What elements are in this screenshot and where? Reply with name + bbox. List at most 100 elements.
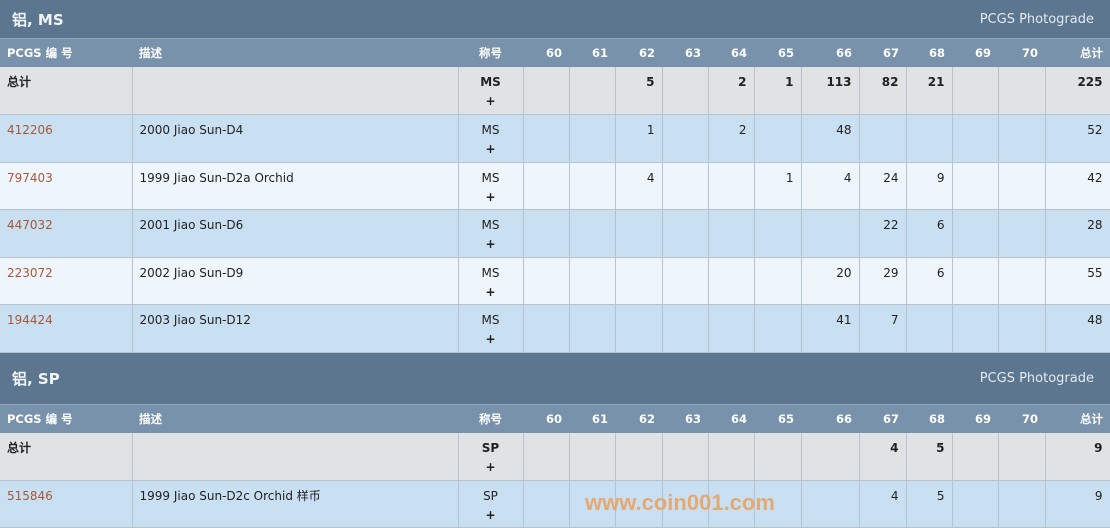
description-cell: 2000 Jiao Sun-D4 [132, 114, 459, 163]
photograde-link[interactable]: PCGS Photograde [979, 11, 1094, 27]
column-header[interactable]: 称号 [458, 404, 523, 433]
pcgs-number-link[interactable]: 194424 [7, 313, 53, 327]
grade-count-cell: 21 [906, 67, 953, 115]
grade-count-cell [952, 209, 999, 258]
column-header[interactable]: 60 [523, 404, 569, 433]
column-header[interactable]: 65 [754, 404, 801, 433]
column-header[interactable]: 64 [708, 404, 754, 433]
column-header[interactable]: 63 [662, 404, 708, 433]
description-cell: 2003 Jiao Sun-D12 [132, 304, 459, 353]
total-row: 总计 MS +5 2 1 113 82 21 225 [0, 67, 1110, 115]
pcgs-number-link[interactable]: 447032 [7, 218, 53, 232]
designation-cell: MS + [458, 209, 524, 258]
column-header[interactable]: 68 [906, 404, 952, 433]
column-header[interactable]: 70 [998, 404, 1045, 433]
column-header[interactable]: 62 [615, 39, 662, 67]
total-count-cell: 225 [1045, 67, 1110, 115]
column-header[interactable]: 66 [801, 39, 859, 67]
designation-cell: MS + [458, 162, 524, 210]
grade-count-cell: 4 [859, 432, 907, 481]
column-header[interactable]: 67 [859, 39, 906, 67]
grade-count-cell [754, 432, 802, 481]
column-header[interactable]: 描述 [132, 39, 458, 67]
grade-count-cell [569, 209, 616, 258]
grade-count-cell [952, 162, 999, 210]
grade-count-cell [662, 162, 709, 210]
grade-count-cell: 2 [708, 114, 755, 163]
pcgs-number-link[interactable]: 797403 [7, 170, 53, 185]
description-cell [132, 432, 459, 481]
grade-count-cell [708, 432, 755, 481]
plus-icon[interactable]: + [485, 189, 496, 204]
grade-count-cell [662, 432, 709, 481]
column-header[interactable]: 61 [569, 39, 615, 67]
pcgs-number-cell: 194424 [0, 304, 133, 353]
grade-count-cell [615, 209, 663, 258]
grade-count-cell [662, 257, 709, 305]
grade-count-cell [998, 432, 1046, 481]
column-header[interactable]: 65 [754, 39, 801, 67]
column-header[interactable]: 61 [569, 404, 615, 433]
column-header[interactable]: 66 [801, 404, 859, 433]
column-header[interactable]: 67 [859, 404, 906, 433]
pcgs-number-link[interactable]: 223072 [7, 265, 53, 280]
column-header[interactable]: 总计 [1045, 404, 1110, 433]
column-header[interactable]: 70 [998, 39, 1045, 67]
grade-count-cell [754, 304, 802, 353]
column-header[interactable]: 64 [708, 39, 754, 67]
grade-count-cell [569, 304, 616, 353]
column-header[interactable]: 总计 [1045, 39, 1110, 67]
column-header[interactable]: 称号 [458, 39, 523, 67]
grade-count-cell [952, 480, 999, 528]
designation: MS [481, 313, 500, 327]
grade-count-cell: 6 [906, 257, 953, 305]
column-header[interactable]: 描述 [132, 404, 458, 433]
grade-count-cell: 5 [615, 67, 663, 115]
grade-count-cell [754, 209, 802, 258]
grade-count-cell: 4 [801, 162, 860, 210]
grade-count-cell [523, 114, 570, 163]
column-header[interactable]: 68 [906, 39, 952, 67]
column-header[interactable]: 69 [952, 404, 998, 433]
description-cell: 1999 Jiao Sun-D2a Orchid [132, 162, 459, 210]
designation-cell: MS + [458, 114, 524, 163]
column-header[interactable]: 69 [952, 39, 998, 67]
grade-count-cell [952, 257, 999, 305]
plus-icon[interactable]: + [485, 237, 496, 251]
plus-icon[interactable]: + [485, 142, 496, 156]
grade-count-cell [998, 257, 1046, 305]
grade-count-cell: 82 [859, 67, 907, 115]
plus-icon[interactable]: + [485, 284, 496, 299]
designation-cell: MS + [458, 67, 524, 115]
grade-count-cell: 5 [906, 480, 953, 528]
plus-icon[interactable]: + [485, 507, 496, 522]
table-row: 194424 2003 Jiao Sun-D12 MS +41 7 48 [0, 304, 1110, 353]
population-table: PCGS 编 号描述 称号 60 61 62 63 64 65 66 67 68 69 70 总计 总计 SP… [0, 404, 1110, 528]
grade-count-cell [662, 480, 709, 528]
column-header[interactable]: 62 [615, 404, 662, 433]
grade-count-cell [708, 162, 755, 210]
column-header[interactable]: PCGS 编 号 [0, 39, 132, 67]
grade-count-cell [523, 67, 570, 115]
grade-count-cell [952, 304, 999, 353]
column-header[interactable]: 63 [662, 39, 708, 67]
grade-count-cell [523, 162, 570, 210]
column-header[interactable]: PCGS 编 号 [0, 404, 132, 433]
designation: MS [481, 218, 500, 232]
grade-count-cell: 41 [801, 304, 860, 353]
grade-count-cell [569, 67, 616, 115]
column-header[interactable]: 60 [523, 39, 569, 67]
grade-count-cell [662, 209, 709, 258]
pcgs-number-link[interactable]: 412206 [7, 123, 53, 137]
grade-count-cell [523, 432, 570, 481]
plus-icon[interactable]: + [485, 332, 496, 346]
plus-icon[interactable]: + [485, 459, 496, 474]
photograde-link[interactable]: PCGS Photograde [979, 370, 1094, 386]
grade-count-cell [708, 304, 755, 353]
designation-cell: MS + [458, 304, 524, 353]
grade-count-cell [754, 257, 802, 305]
total-count-cell: 48 [1045, 304, 1110, 353]
pcgs-number-link[interactable]: 515846 [7, 488, 53, 503]
grade-count-cell: 1 [615, 114, 663, 163]
plus-icon[interactable]: + [485, 94, 496, 108]
